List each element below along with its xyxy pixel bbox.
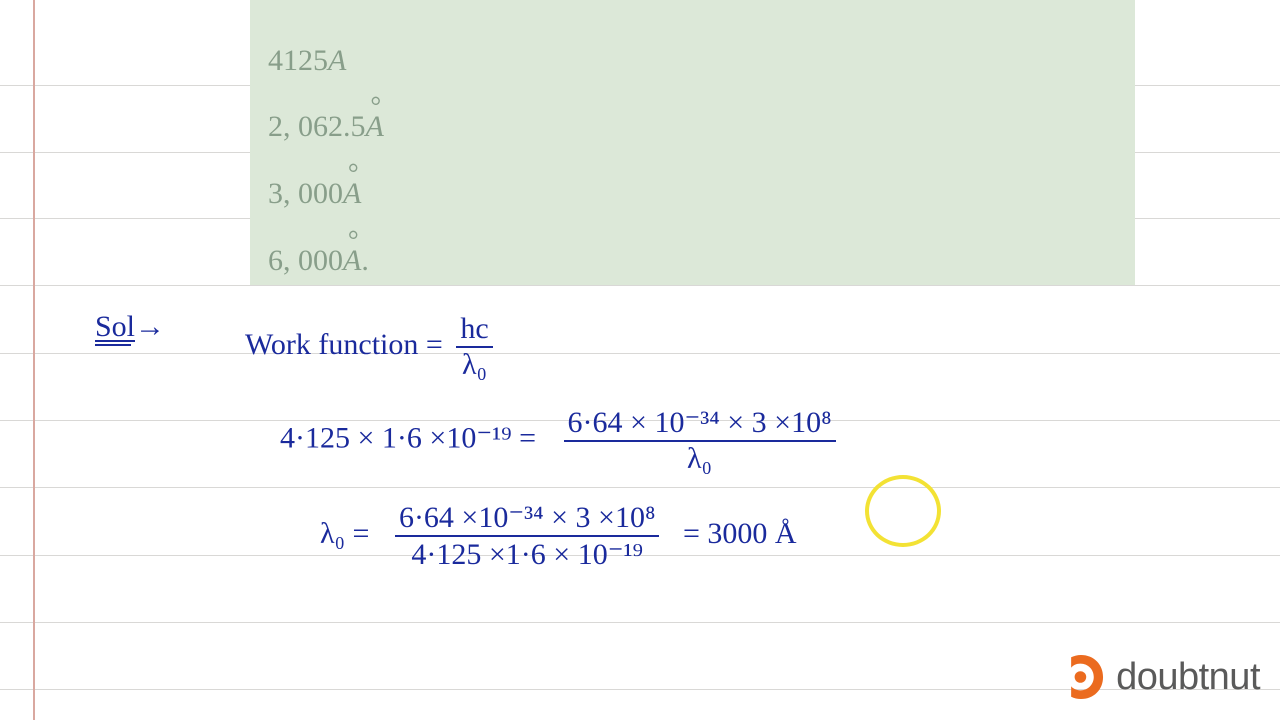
- doubtnut-text: doubtnut: [1116, 656, 1260, 699]
- equation-line-2: 4·125 × 1·6 ×10⁻¹⁹ = 6·64 × 10⁻³⁴ × 3 ×1…: [280, 405, 836, 476]
- answer-option[interactable]: 2, 062.5A: [268, 110, 384, 144]
- ruled-line: [0, 285, 1280, 286]
- ruled-line: [0, 622, 1280, 623]
- solution-label: Sol→: [95, 310, 165, 346]
- margin-line: [33, 0, 35, 720]
- answer-highlight-circle: [865, 475, 941, 547]
- equation-line-3: λ₀ = 6·64 ×10⁻³⁴ × 3 ×10⁸ 4·125 ×1·6 × 1…: [320, 500, 797, 572]
- doubtnut-icon: [1052, 648, 1110, 706]
- answer-option[interactable]: 4125A: [268, 44, 346, 78]
- work-function-line: Work function = hc λ₀: [245, 312, 493, 382]
- ruled-line: [0, 487, 1280, 488]
- ruled-line: [0, 353, 1280, 354]
- answer-option[interactable]: 3, 000A: [268, 177, 361, 211]
- doubtnut-logo: doubtnut: [1052, 648, 1260, 706]
- answer-option[interactable]: 6, 000A.: [268, 244, 369, 278]
